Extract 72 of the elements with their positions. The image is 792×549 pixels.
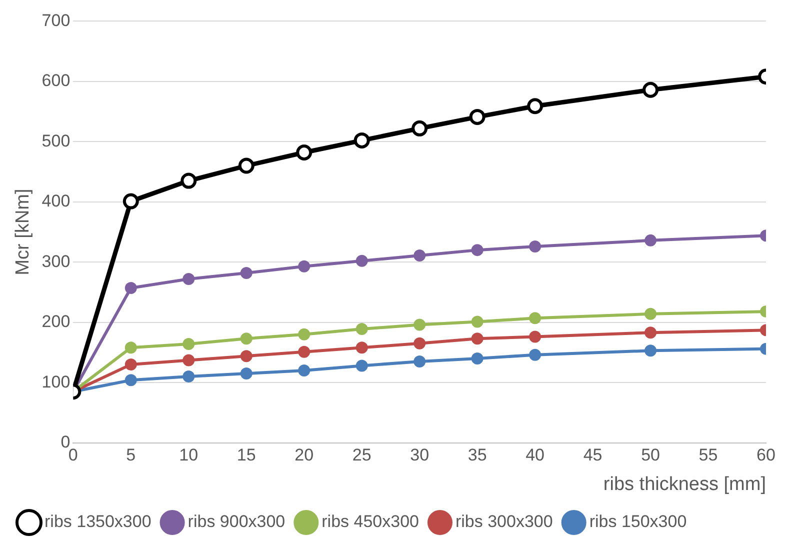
point [644, 234, 657, 246]
x-tick-label: 25 [352, 446, 372, 465]
point [529, 330, 542, 343]
x-tick-label: 5 [126, 446, 136, 465]
point [240, 368, 252, 380]
point [356, 254, 368, 267]
x-axis-title: ribs thickness [mm] [603, 474, 766, 495]
point [414, 249, 426, 262]
point [124, 374, 137, 386]
point [238, 158, 254, 174]
legend-label: ribs 150x300 [589, 512, 687, 532]
point [356, 342, 368, 354]
point [644, 344, 657, 357]
point [240, 350, 252, 362]
point [469, 108, 486, 125]
x-tick-label: 60 [756, 446, 776, 465]
point [298, 260, 310, 272]
point [298, 364, 310, 377]
point [122, 193, 139, 210]
y-tick-label: 600 [42, 71, 70, 90]
point [414, 318, 426, 331]
y-tick-label: 200 [42, 312, 70, 332]
x-tick-label: 55 [698, 446, 718, 465]
point [124, 282, 137, 294]
point [644, 326, 657, 339]
point [354, 132, 370, 148]
point [644, 308, 657, 320]
point [527, 98, 544, 114]
point [240, 266, 252, 279]
y-tick-label: 500 [42, 131, 70, 150]
point [180, 172, 197, 189]
point [412, 120, 428, 136]
y-tick-label: 300 [42, 252, 70, 271]
y-tick-label: 0 [60, 432, 70, 452]
point [124, 342, 137, 354]
legend-label: ribs 900x300 [188, 512, 286, 532]
y-tick-label: 400 [42, 192, 70, 211]
point [529, 312, 542, 324]
legend-label: ribs 1350x300 [44, 512, 152, 532]
point [296, 144, 312, 160]
point [414, 337, 426, 350]
x-tick-label: 35 [468, 446, 487, 465]
point [182, 354, 195, 366]
x-tick-label: 10 [179, 446, 198, 465]
point [182, 338, 195, 350]
point [471, 244, 484, 256]
point [529, 240, 542, 252]
point [298, 346, 310, 358]
x-tick-label: 15 [236, 446, 256, 465]
point [240, 332, 252, 345]
point [471, 316, 484, 328]
point [529, 348, 542, 361]
point [471, 332, 484, 345]
point [298, 328, 310, 340]
x-tick-label: 45 [583, 446, 602, 465]
legend-label: ribs 300x300 [455, 512, 553, 532]
legend-label: ribs 450x300 [322, 512, 419, 532]
x-tick-label: 20 [294, 446, 314, 465]
point [182, 370, 195, 383]
point [356, 322, 368, 335]
point [124, 358, 137, 371]
y-axis-title: Mcr [kNm] [12, 188, 34, 276]
point [471, 352, 484, 364]
x-tick-label: 50 [641, 446, 660, 465]
point [182, 272, 195, 285]
y-tick-label: 100 [42, 372, 70, 392]
point [356, 360, 368, 372]
x-tick-label: 30 [410, 446, 430, 465]
y-tick-label: 700 [42, 10, 70, 30]
point [642, 82, 659, 98]
x-tick-label: 40 [526, 446, 545, 465]
point [414, 355, 426, 368]
